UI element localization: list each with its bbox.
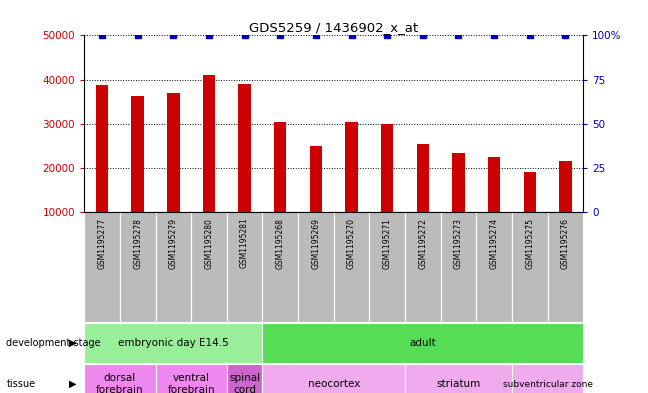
Text: embryonic day E14.5: embryonic day E14.5 bbox=[118, 338, 229, 348]
Bar bbox=[548, 212, 583, 322]
Bar bbox=[84, 323, 262, 363]
Text: neocortex: neocortex bbox=[308, 379, 360, 389]
Text: GSM1195270: GSM1195270 bbox=[347, 218, 356, 269]
Point bbox=[525, 32, 535, 39]
Point bbox=[275, 32, 285, 39]
Bar bbox=[441, 212, 476, 322]
Bar bbox=[381, 124, 393, 256]
Point bbox=[310, 32, 321, 39]
Text: development stage: development stage bbox=[6, 338, 101, 348]
Bar bbox=[84, 212, 120, 322]
Bar bbox=[310, 146, 322, 256]
Bar bbox=[120, 212, 156, 322]
Bar bbox=[227, 364, 262, 393]
Point bbox=[203, 32, 214, 39]
Bar bbox=[334, 212, 369, 322]
Text: tissue: tissue bbox=[6, 379, 36, 389]
Text: striatum: striatum bbox=[436, 379, 481, 389]
Point bbox=[168, 32, 179, 39]
Bar bbox=[559, 162, 572, 256]
Text: subventricular zone: subventricular zone bbox=[503, 380, 592, 389]
Bar bbox=[262, 323, 583, 363]
Text: ▶: ▶ bbox=[69, 379, 76, 389]
Point bbox=[453, 32, 463, 39]
Bar bbox=[524, 173, 536, 256]
Text: GSM1195276: GSM1195276 bbox=[561, 218, 570, 269]
Bar bbox=[405, 212, 441, 322]
Bar bbox=[417, 144, 429, 256]
Bar bbox=[84, 364, 156, 393]
Bar bbox=[345, 121, 358, 256]
Bar bbox=[227, 212, 262, 322]
Bar bbox=[156, 212, 191, 322]
Bar bbox=[96, 85, 108, 256]
Point bbox=[560, 32, 570, 39]
Bar bbox=[238, 84, 251, 256]
Bar bbox=[488, 157, 500, 256]
Text: ventral
forebrain: ventral forebrain bbox=[167, 373, 215, 393]
Bar bbox=[132, 96, 144, 256]
Bar bbox=[262, 364, 405, 393]
Text: GSM1195278: GSM1195278 bbox=[133, 218, 142, 268]
Text: dorsal
forebrain: dorsal forebrain bbox=[96, 373, 144, 393]
Bar bbox=[452, 152, 465, 256]
Text: GSM1195268: GSM1195268 bbox=[276, 218, 284, 268]
Point bbox=[132, 32, 143, 39]
Point bbox=[489, 32, 499, 39]
Point bbox=[346, 32, 356, 39]
Text: adult: adult bbox=[410, 338, 436, 348]
Bar bbox=[298, 212, 334, 322]
Text: spinal
cord: spinal cord bbox=[229, 373, 260, 393]
Bar bbox=[191, 212, 227, 322]
Bar bbox=[476, 212, 512, 322]
Point bbox=[382, 32, 393, 39]
Text: GSM1195279: GSM1195279 bbox=[169, 218, 178, 269]
Point bbox=[97, 32, 108, 39]
Bar bbox=[167, 93, 179, 256]
Bar bbox=[405, 364, 512, 393]
Title: GDS5259 / 1436902_x_at: GDS5259 / 1436902_x_at bbox=[249, 21, 418, 34]
Bar bbox=[369, 212, 405, 322]
Text: GSM1195275: GSM1195275 bbox=[526, 218, 534, 269]
Text: GSM1195271: GSM1195271 bbox=[383, 218, 391, 268]
Text: GSM1195277: GSM1195277 bbox=[98, 218, 106, 269]
Bar bbox=[512, 364, 583, 393]
Text: GSM1195281: GSM1195281 bbox=[240, 218, 249, 268]
Bar bbox=[512, 212, 548, 322]
Text: GSM1195280: GSM1195280 bbox=[205, 218, 213, 268]
Text: GSM1195272: GSM1195272 bbox=[419, 218, 427, 268]
Text: ▶: ▶ bbox=[69, 338, 76, 348]
Bar bbox=[156, 364, 227, 393]
Point bbox=[240, 32, 250, 39]
Bar bbox=[262, 212, 298, 322]
Bar bbox=[274, 121, 286, 256]
Text: GSM1195269: GSM1195269 bbox=[312, 218, 320, 269]
Point bbox=[417, 32, 428, 39]
Text: GSM1195273: GSM1195273 bbox=[454, 218, 463, 269]
Text: GSM1195274: GSM1195274 bbox=[490, 218, 498, 269]
Bar bbox=[203, 75, 215, 256]
